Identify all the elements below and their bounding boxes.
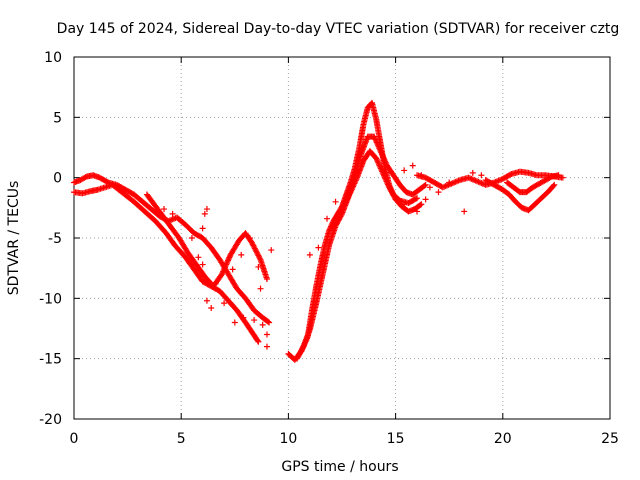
data-point bbox=[418, 172, 425, 179]
x-tick-label: 5 bbox=[177, 431, 186, 447]
data-point bbox=[223, 261, 230, 268]
data-point bbox=[169, 210, 176, 217]
x-tick-label: 0 bbox=[70, 431, 79, 447]
data-point bbox=[195, 254, 202, 261]
data-point bbox=[327, 223, 334, 230]
data-point bbox=[555, 172, 562, 179]
data-point bbox=[299, 344, 306, 351]
data-point bbox=[265, 318, 272, 325]
y-tick-label: 5 bbox=[53, 110, 62, 126]
data-point bbox=[346, 190, 353, 197]
data-point bbox=[306, 251, 313, 258]
x-tick-label: 25 bbox=[601, 431, 619, 447]
data-point bbox=[225, 256, 232, 263]
data-point bbox=[188, 235, 195, 241]
data-point bbox=[221, 300, 228, 307]
data-point bbox=[315, 244, 322, 251]
chart-title: Day 145 of 2024, Sidereal Day-to-day VTE… bbox=[57, 21, 620, 37]
data-point bbox=[266, 319, 273, 326]
data-point bbox=[263, 331, 270, 338]
data-point bbox=[254, 337, 261, 344]
data-point bbox=[401, 167, 408, 174]
data-point bbox=[224, 258, 231, 265]
x-tick-label: 10 bbox=[279, 431, 297, 447]
y-tick-label: -5 bbox=[48, 231, 62, 247]
grid bbox=[74, 57, 610, 419]
data-point bbox=[328, 222, 335, 229]
data-point bbox=[255, 338, 262, 345]
data-point bbox=[208, 304, 215, 311]
data-point bbox=[226, 254, 233, 261]
data-point bbox=[550, 182, 557, 189]
data-point bbox=[220, 268, 227, 275]
data-point bbox=[426, 184, 433, 191]
y-tick-label: 10 bbox=[44, 50, 62, 66]
data-point bbox=[435, 189, 442, 196]
data-point bbox=[221, 264, 228, 271]
data-point bbox=[257, 285, 264, 292]
data-point bbox=[323, 215, 330, 222]
data-point bbox=[238, 251, 245, 258]
x-tick-label: 15 bbox=[387, 431, 405, 447]
x-axis-label: GPS time / hours bbox=[281, 459, 398, 475]
data-point bbox=[417, 202, 424, 209]
data-point bbox=[338, 212, 345, 219]
data-point bbox=[422, 181, 429, 188]
data-point bbox=[478, 172, 485, 179]
data-point bbox=[329, 220, 336, 227]
data-point bbox=[220, 267, 227, 274]
data-point bbox=[222, 262, 229, 269]
data-point bbox=[225, 257, 232, 264]
data-point bbox=[263, 343, 270, 350]
data-point bbox=[268, 247, 275, 254]
data-point bbox=[422, 196, 429, 203]
data-point bbox=[219, 269, 226, 276]
data-point bbox=[199, 225, 206, 232]
data-point bbox=[469, 169, 476, 176]
data-point bbox=[409, 162, 416, 169]
data-point bbox=[461, 208, 468, 215]
data-point bbox=[332, 198, 339, 205]
data-point bbox=[246, 235, 253, 241]
data-point bbox=[203, 206, 210, 213]
data-point bbox=[104, 178, 111, 185]
data-point bbox=[255, 263, 262, 270]
y-tick-label: -10 bbox=[39, 291, 62, 307]
data-point bbox=[199, 261, 206, 268]
data-point bbox=[259, 321, 266, 328]
data-point bbox=[221, 265, 228, 272]
data-point bbox=[421, 182, 428, 189]
plot-frame bbox=[73, 56, 611, 420]
data-point bbox=[240, 314, 247, 321]
data-point bbox=[226, 253, 233, 260]
axis-ticks: 0 5 10 15 20 25 -20 -15 -10 -5 0 5 10 bbox=[39, 50, 619, 447]
data-point bbox=[412, 195, 419, 202]
data-point bbox=[229, 266, 236, 273]
data-point bbox=[231, 319, 238, 326]
data-point bbox=[212, 280, 219, 287]
data-point bbox=[414, 208, 421, 215]
data-point bbox=[559, 174, 566, 181]
data-point bbox=[251, 317, 258, 324]
data-point bbox=[414, 195, 421, 202]
data-points bbox=[71, 99, 566, 363]
data-point bbox=[201, 210, 208, 217]
data-point bbox=[263, 276, 270, 283]
data-point bbox=[418, 201, 425, 208]
y-tick-label: -15 bbox=[39, 352, 62, 368]
data-point bbox=[446, 179, 453, 186]
data-point bbox=[507, 171, 514, 178]
data-point bbox=[218, 271, 225, 278]
y-axis-label: SDTVAR / TECUs bbox=[6, 181, 22, 296]
y-tick-label: 0 bbox=[53, 171, 62, 187]
data-point bbox=[551, 181, 558, 188]
data-point bbox=[401, 201, 408, 208]
data-point bbox=[203, 297, 210, 304]
data-point bbox=[223, 260, 230, 267]
data-point bbox=[161, 206, 168, 213]
x-tick-label: 20 bbox=[494, 431, 512, 447]
y-tick-label: -20 bbox=[39, 412, 62, 428]
